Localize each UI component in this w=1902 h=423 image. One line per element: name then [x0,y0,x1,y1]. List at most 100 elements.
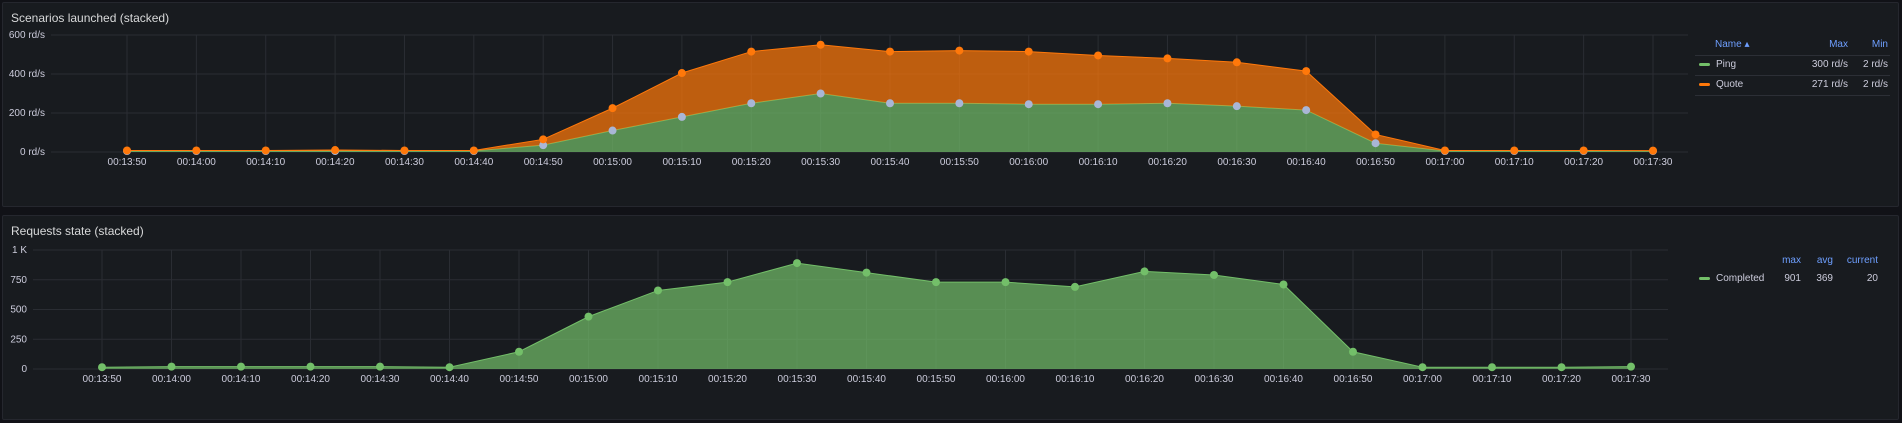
legend-value-max: 271 rd/s [1811,79,1848,90]
data-point-quote [816,40,825,49]
data-point-ping [1163,99,1172,108]
x-tick-label: 00:16:50 [1334,374,1373,385]
legend-header-min[interactable]: Min [1871,39,1888,50]
data-point-ping [1302,106,1311,115]
legend-value-max: 901 [1784,273,1801,284]
x-tick-label: 00:17:30 [1612,374,1651,385]
data-point-quote [747,47,756,56]
series-swatch [1699,62,1710,66]
x-tick-label: 00:16:00 [1009,157,1048,168]
data-point-completed [306,362,315,371]
data-point-quote [261,146,270,155]
data-point-completed [1210,270,1218,279]
data-point-ping [1371,139,1380,148]
legend-value-min: 2 rd/s [1862,59,1888,70]
scenarios-panel: Scenarios launched (stacked) 0 rd/s 200 r… [2,2,1899,207]
data-point-completed [98,363,106,372]
data-point-completed [1627,362,1635,371]
x-tick-label: 00:16:30 [1195,374,1234,385]
legend-item-quote[interactable]: Quote [1699,79,1743,90]
x-tick-label: 00:15:50 [940,157,979,168]
legend-header-avg[interactable]: avg [1816,255,1833,266]
data-point-ping [955,99,964,108]
data-point-quote [1510,146,1519,155]
data-point-completed [1140,267,1149,276]
x-tick-label: 00:15:30 [778,374,817,385]
data-point-quote [1440,146,1449,155]
data-point-ping [886,99,894,108]
data-point-completed [376,362,384,371]
legend-header-current[interactable]: current [1846,255,1878,266]
y-tick-label: 500 [10,305,27,316]
x-tick-label: 00:15:50 [917,374,956,385]
x-tick-label: 00:14:00 [177,157,216,168]
data-point-quote [123,146,131,155]
data-point-quote [469,146,478,155]
legend-value-min: 2 rd/s [1862,79,1888,90]
data-point-ping [816,89,825,98]
data-point-ping [539,141,548,150]
legend-series-name: Completed [1716,273,1765,284]
data-point-completed [1418,363,1427,372]
legend-divider [1695,95,1890,96]
data-point-quote [1094,51,1103,60]
x-tick-label: 00:14:50 [524,157,563,168]
y-tick-label: 1 K [12,245,27,256]
series-swatch [1699,276,1710,280]
data-point-completed [1071,282,1079,291]
legend-value-max: 300 rd/s [1811,59,1848,70]
series-swatch [1699,82,1710,86]
data-point-quote [1024,47,1033,56]
scenarios-chart[interactable]: 0 rd/s 200 rd/s 400 rd/s 600 rd/s 00:13:50 00… [3,3,1900,208]
data-point-quote [539,135,548,144]
data-point-ping [747,99,756,108]
x-tick-label: 00:15:10 [639,374,678,385]
x-tick-label: 00:17:20 [1564,157,1603,168]
series-area-quote [127,44,1653,152]
legend-item-ping[interactable]: Ping [1699,59,1736,70]
data-point-quote [1371,130,1380,139]
legend-divider [1695,75,1890,76]
data-point-quote [331,146,340,155]
data-point-quote [677,69,686,78]
y-tick-label: 0 rd/s [20,147,45,158]
requests-chart[interactable]: 0 250 500 750 1 K 00:13:50 00:14:00 00:14:10 00:… [3,216,1900,421]
x-tick-label: 00:16:40 [1264,374,1303,385]
x-tick-label: 00:17:20 [1542,374,1581,385]
x-tick-label: 00:16:20 [1148,157,1187,168]
data-point-completed [515,347,523,356]
data-point-ping [677,112,686,121]
data-point-ping [1024,100,1033,109]
legend-item-completed[interactable]: Completed [1699,273,1764,284]
data-point-quote [400,146,409,155]
x-tick-label: 00:15:00 [569,374,608,385]
legend-header-name[interactable]: Name ▴ [1715,39,1750,50]
y-tick-label: 750 [10,275,27,286]
data-point-quote [1232,58,1241,67]
x-tick-label: 00:15:20 [732,157,771,168]
x-tick-label: 00:17:00 [1403,374,1442,385]
legend-header-max[interactable]: max [1782,255,1801,266]
data-point-ping [1232,102,1241,111]
x-tick-label: 00:16:40 [1287,157,1326,168]
x-tick-label: 00:15:20 [708,374,747,385]
x-tick-label: 00:13:50 [83,374,122,385]
panel-title: Requests state (stacked) [11,224,144,238]
data-point-completed [1488,363,1496,372]
legend-header-max[interactable]: Max [1829,39,1848,50]
data-point-quote [955,46,964,55]
data-point-quote [192,146,201,155]
x-tick-label: 00:17:10 [1473,374,1512,385]
x-tick-label: 00:14:50 [500,374,539,385]
data-point-completed [654,286,662,295]
x-tick-label: 00:17:00 [1425,157,1464,168]
data-point-quote [1163,54,1172,63]
x-tick-label: 00:15:30 [801,157,840,168]
data-point-ping [608,126,617,135]
data-point-completed [932,278,940,287]
x-tick-label: 00:14:30 [385,157,424,168]
legend-divider [1695,55,1890,56]
x-tick-label: 00:17:10 [1495,157,1534,168]
y-tick-label: 400 rd/s [9,69,45,80]
legend-series-name: Ping [1716,59,1737,70]
